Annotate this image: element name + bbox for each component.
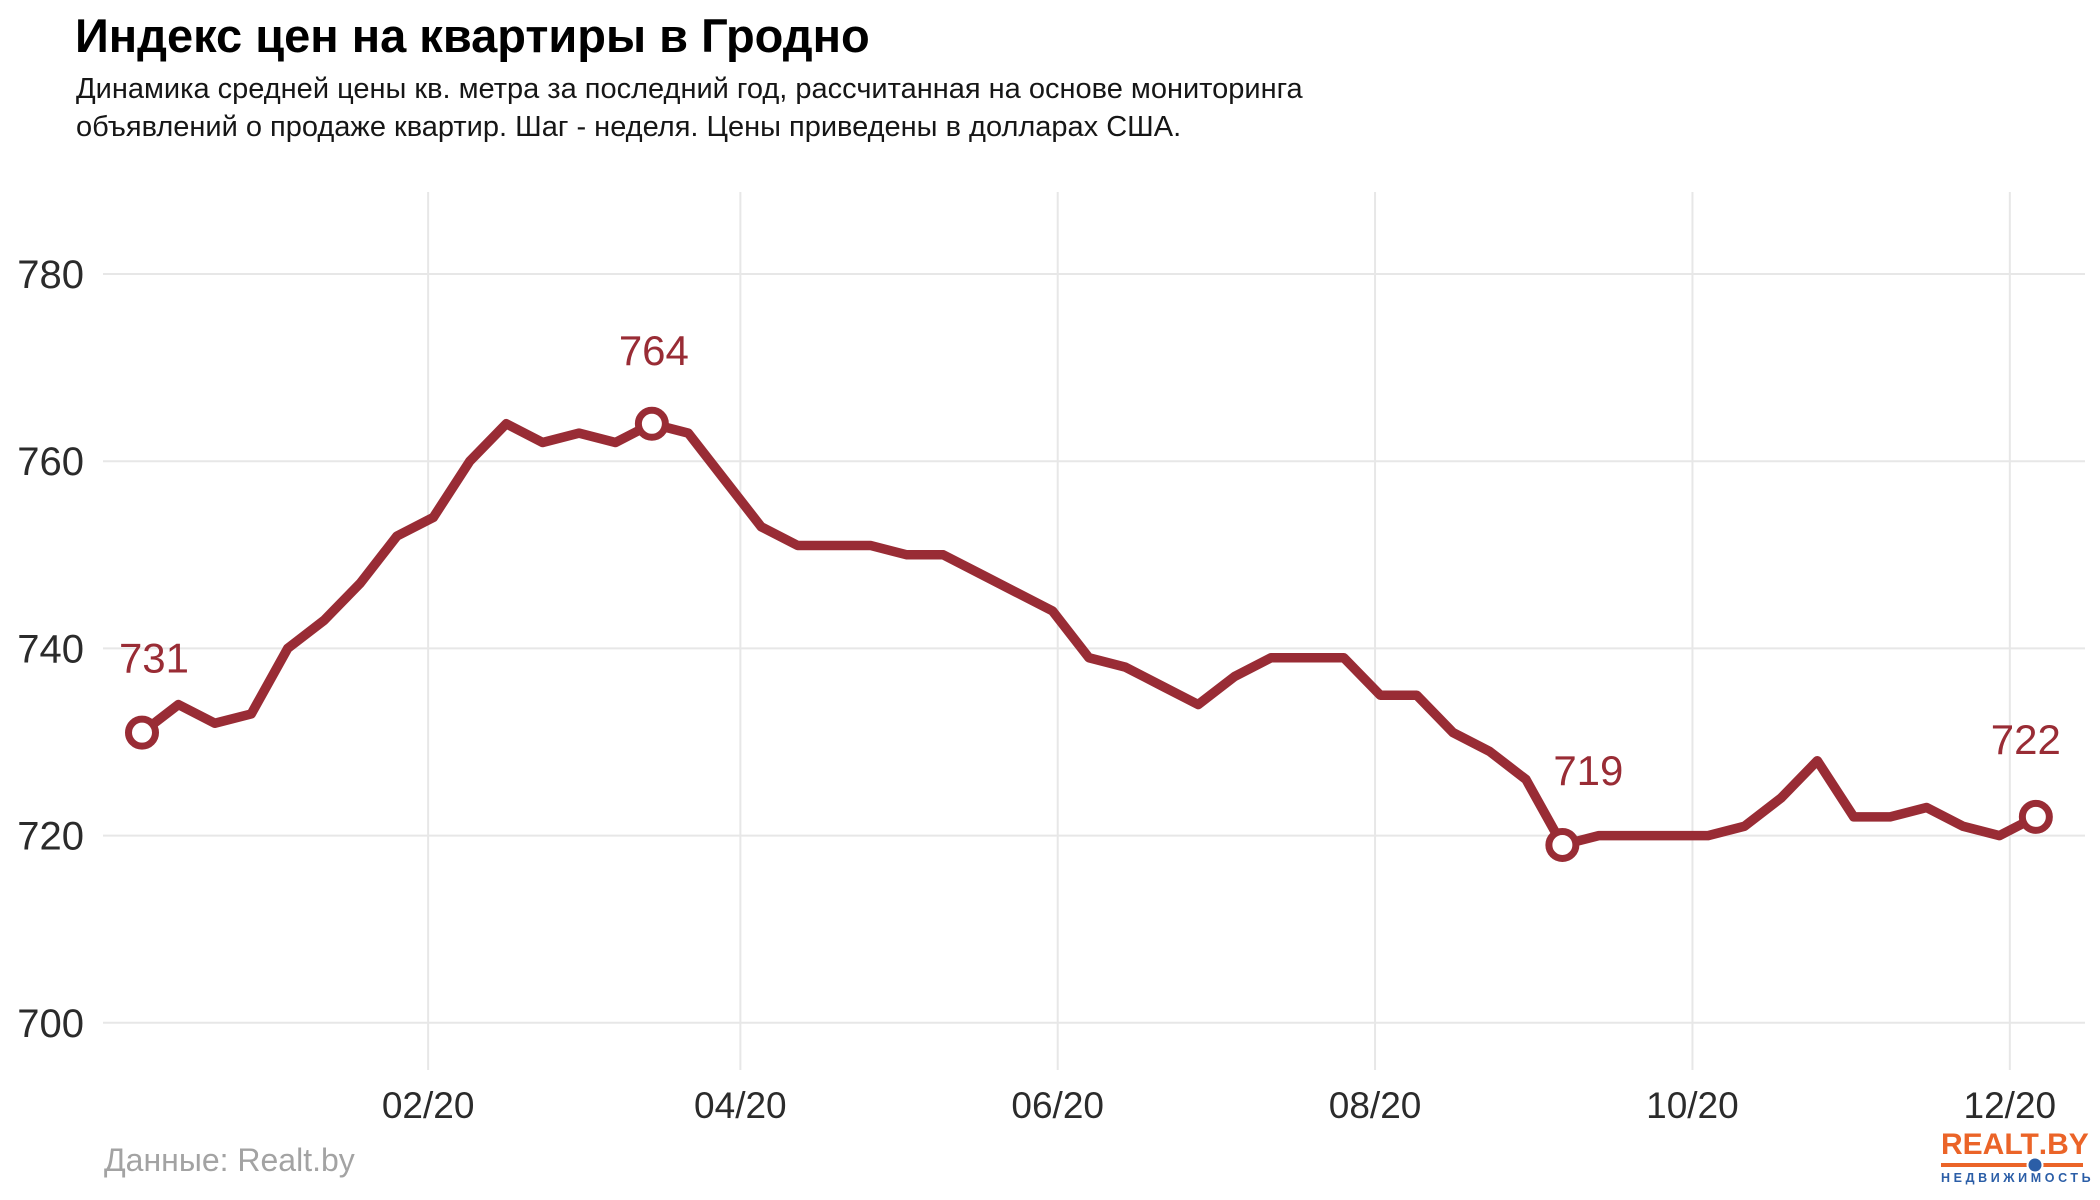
data-point-label-719: 719	[1553, 747, 1623, 794]
logo-tagline: НЕДВИЖИМОСТЬ	[1941, 1171, 2095, 1185]
logo-word-by: BY	[2047, 1128, 2089, 1161]
logo-word-realt: REALT	[1941, 1128, 2039, 1161]
x-tick-label-08/20: 08/20	[1329, 1085, 1422, 1126]
data-point-label-731: 731	[119, 635, 189, 682]
data-point-marker-722	[2018, 799, 2053, 834]
data-point-label-764: 764	[619, 327, 689, 374]
x-tick-label-04/20: 04/20	[694, 1085, 787, 1126]
y-tick-label-780: 780	[17, 253, 84, 297]
x-tick-label-10/20: 10/20	[1646, 1085, 1739, 1126]
data-point-label-722: 722	[1991, 716, 2061, 763]
page-subtitle: Динамика средней цены кв. метра за после…	[76, 70, 1303, 146]
realt-by-logo: REALT. BY НЕДВИЖИМОСТЬ	[1941, 1128, 2095, 1185]
data-source-credit: Данные: Realt.by	[104, 1142, 355, 1178]
price-index-series-line	[137, 419, 2041, 850]
y-tick-label-720: 720	[17, 815, 84, 859]
x-tick-label-12/20: 12/20	[1964, 1085, 2057, 1126]
page-title: Индекс цен на квартиры в Гродно	[75, 9, 870, 62]
logo-underline-dot-icon	[2026, 1156, 2044, 1174]
data-point-marker-764	[634, 406, 669, 441]
realt-by-logo-text: REALT. BY	[1941, 1128, 2089, 1161]
x-tick-label-06/20: 06/20	[1011, 1085, 1104, 1126]
y-tick-label-760: 760	[17, 440, 84, 484]
page-subtitle-line-1: Динамика средней цены кв. метра за после…	[76, 73, 1303, 105]
page-subtitle-line-2: объявлений о продаже квартир. Шаг - неде…	[76, 111, 1182, 143]
logo-underline	[1941, 1156, 2083, 1174]
y-tick-label-740: 740	[17, 627, 84, 671]
data-point-marker-731	[125, 715, 159, 750]
x-tick-label-02/20: 02/20	[382, 1085, 475, 1126]
data-point-marker-719	[1545, 827, 1580, 862]
logo-dot: .	[2038, 1128, 2048, 1161]
y-tick-label-700: 700	[17, 1002, 84, 1046]
